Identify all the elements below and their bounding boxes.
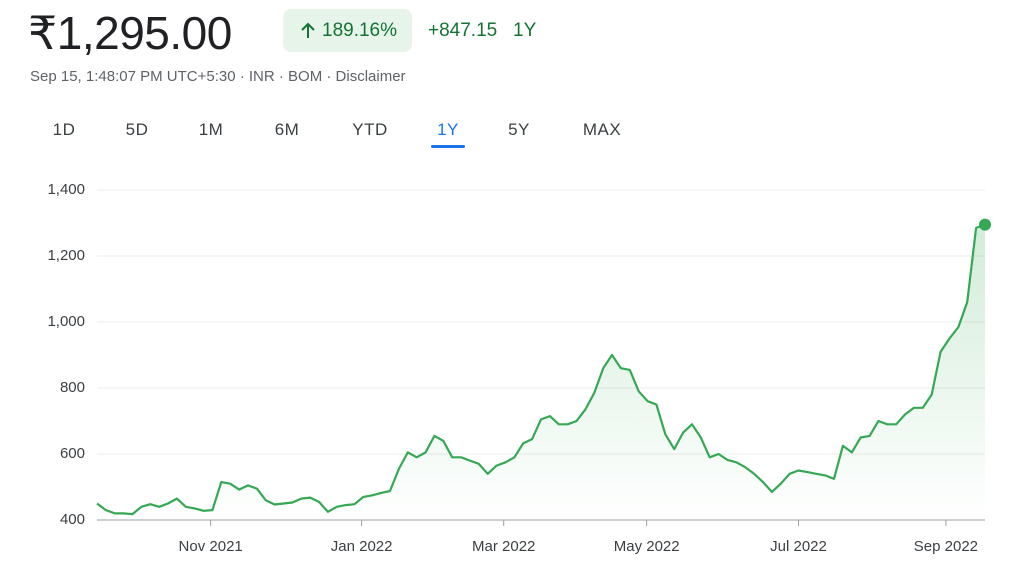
x-tick-label: Mar 2022 xyxy=(472,538,535,555)
range-tab[interactable]: 1M xyxy=(198,120,224,139)
x-tick-label: May 2022 xyxy=(614,538,680,555)
selected-tab-indicator xyxy=(431,145,465,148)
change-value: +847.15 xyxy=(428,20,498,41)
y-tick-label: 1,200 xyxy=(47,247,85,264)
change-percent: 189.16% xyxy=(322,20,398,41)
x-tick-label: Jul 2022 xyxy=(770,538,827,555)
last-point xyxy=(979,218,991,231)
range-tab[interactable]: MAX xyxy=(582,120,622,139)
y-tick-label: 400 xyxy=(60,511,85,528)
quote-meta: Sep 15, 1:48:07 PM UTC+5:30 · INR · BOM … xyxy=(30,68,406,85)
x-tick-label: Sep 2022 xyxy=(914,538,978,555)
range-tab[interactable]: 5D xyxy=(125,120,149,139)
up-arrow-icon xyxy=(301,22,315,38)
x-tick-label: Nov 2021 xyxy=(179,538,243,555)
price-line xyxy=(96,223,986,516)
change-badge xyxy=(283,9,412,52)
area xyxy=(97,224,985,520)
y-tick-label: 600 xyxy=(60,445,85,462)
range-tab[interactable]: YTD xyxy=(352,120,388,139)
range-tab[interactable]: 1Y xyxy=(437,120,459,139)
y-tick-label: 800 xyxy=(60,379,85,396)
range-tab[interactable]: 5Y xyxy=(508,120,530,139)
change-period: 1Y xyxy=(513,20,537,41)
y-tick-label: 1,400 xyxy=(47,181,85,198)
price: ₹1,295.00 xyxy=(28,7,232,59)
range-tab[interactable]: 1D xyxy=(52,120,76,139)
x-tick-label: Jan 2022 xyxy=(331,538,393,555)
y-tick-label: 1,000 xyxy=(47,313,85,330)
range-tab[interactable]: 6M xyxy=(274,120,300,139)
